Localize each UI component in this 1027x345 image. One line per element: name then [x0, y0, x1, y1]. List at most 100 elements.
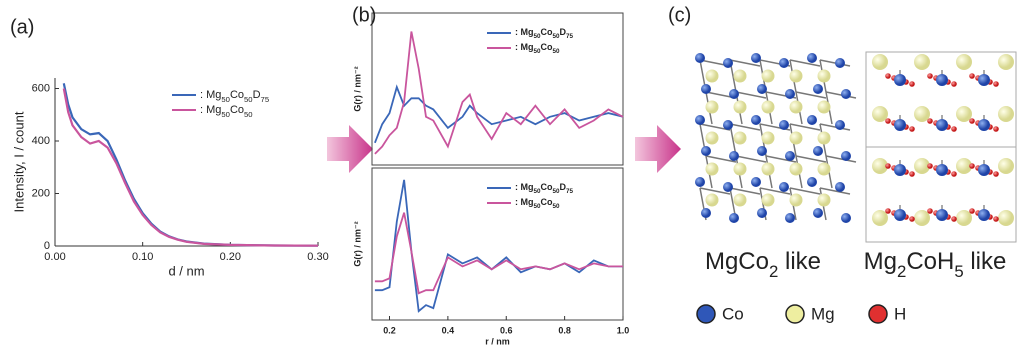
atom [841, 89, 851, 99]
atom [969, 118, 975, 124]
atom [813, 84, 823, 94]
atom [779, 58, 789, 68]
panel-label: (b) [352, 4, 376, 26]
atom [894, 119, 906, 131]
atom [723, 182, 733, 192]
atom [762, 101, 775, 114]
atom [818, 163, 831, 176]
series-line [375, 213, 623, 294]
x-axis-label: r / nm [485, 336, 510, 345]
series-line [64, 89, 318, 246]
atom [762, 132, 775, 145]
x-tick-label: 0.00 [44, 251, 65, 263]
mg2coh5-structure [866, 52, 1016, 242]
series-line [64, 83, 318, 245]
atom [706, 163, 719, 176]
atom [790, 101, 803, 114]
y-tick-label: 200 [32, 187, 50, 199]
atom [835, 182, 845, 192]
atom [706, 70, 719, 83]
bond [796, 156, 826, 162]
legend-label: : Mg50Co50D75 [200, 89, 269, 104]
atom [751, 115, 761, 125]
legend-dot [786, 305, 804, 323]
atom [785, 213, 795, 223]
legend-dot [697, 305, 715, 323]
legend-label: H [894, 304, 906, 323]
y-axis-label: G(r) / nm⁻² [352, 221, 362, 266]
bond [730, 188, 760, 194]
legend-dot [869, 305, 887, 323]
atom [927, 73, 933, 79]
x-tick-label: 0.20 [220, 251, 241, 263]
atom [785, 89, 795, 99]
arrow [635, 125, 681, 173]
atom [729, 213, 739, 223]
atom [951, 126, 957, 132]
legend-label: Co [722, 304, 744, 323]
atom [969, 163, 975, 169]
atom [978, 164, 990, 176]
atom [706, 101, 719, 114]
atom [790, 70, 803, 83]
legend-label: : Mg50Co50 [515, 197, 560, 210]
atom [885, 73, 891, 79]
y-tick-label: 600 [32, 82, 50, 94]
atom [936, 74, 948, 86]
atom [894, 164, 906, 176]
x-tick-label: 0.10 [132, 251, 153, 263]
series-line [375, 32, 623, 154]
atom [751, 53, 761, 63]
atom [807, 177, 817, 187]
atom [909, 171, 915, 177]
atom [927, 163, 933, 169]
atom [993, 126, 999, 132]
legend-label: : Mg50Co50D75 [515, 182, 574, 195]
atom [894, 74, 906, 86]
atom [813, 208, 823, 218]
atom [909, 126, 915, 132]
structure-name: Mg2CoH5 like [864, 248, 1007, 281]
atom [993, 81, 999, 87]
atom [951, 171, 957, 177]
atom [695, 177, 705, 187]
y-axis-label: G(r) / nm⁻² [352, 66, 362, 111]
panel-label: (a) [10, 16, 34, 38]
panel-label: (c) [668, 4, 691, 26]
atom [885, 163, 891, 169]
x-axis-label: d / nm [168, 263, 204, 278]
atom [927, 208, 933, 214]
atom [757, 146, 767, 156]
atom [818, 194, 831, 207]
atom [701, 146, 711, 156]
atom [790, 132, 803, 145]
atom [762, 70, 775, 83]
bond [820, 188, 850, 194]
atom [835, 58, 845, 68]
atom [701, 84, 711, 94]
atom [969, 73, 975, 79]
series-line [375, 87, 623, 143]
atom [885, 118, 891, 124]
atom [757, 208, 767, 218]
y-tick-label: 0 [44, 240, 50, 252]
bond [826, 156, 856, 162]
mgco2-structure [695, 53, 856, 223]
atom [734, 132, 747, 145]
atom [723, 120, 733, 130]
legend-label: : Mg50Co50 [515, 42, 560, 55]
atom [927, 118, 933, 124]
atom [914, 54, 930, 70]
atom [818, 70, 831, 83]
atom [818, 101, 831, 114]
atom [936, 209, 948, 221]
atom [790, 163, 803, 176]
bond [790, 188, 820, 194]
bond [736, 156, 766, 162]
x-tick-label: 0.2 [383, 325, 396, 335]
y-tick-label: 400 [32, 135, 50, 147]
y-axis-label: Intensity, I / count [11, 111, 26, 212]
x-tick-label: 0.30 [307, 251, 328, 263]
atom [872, 54, 888, 70]
legend-label: Mg [811, 304, 835, 323]
